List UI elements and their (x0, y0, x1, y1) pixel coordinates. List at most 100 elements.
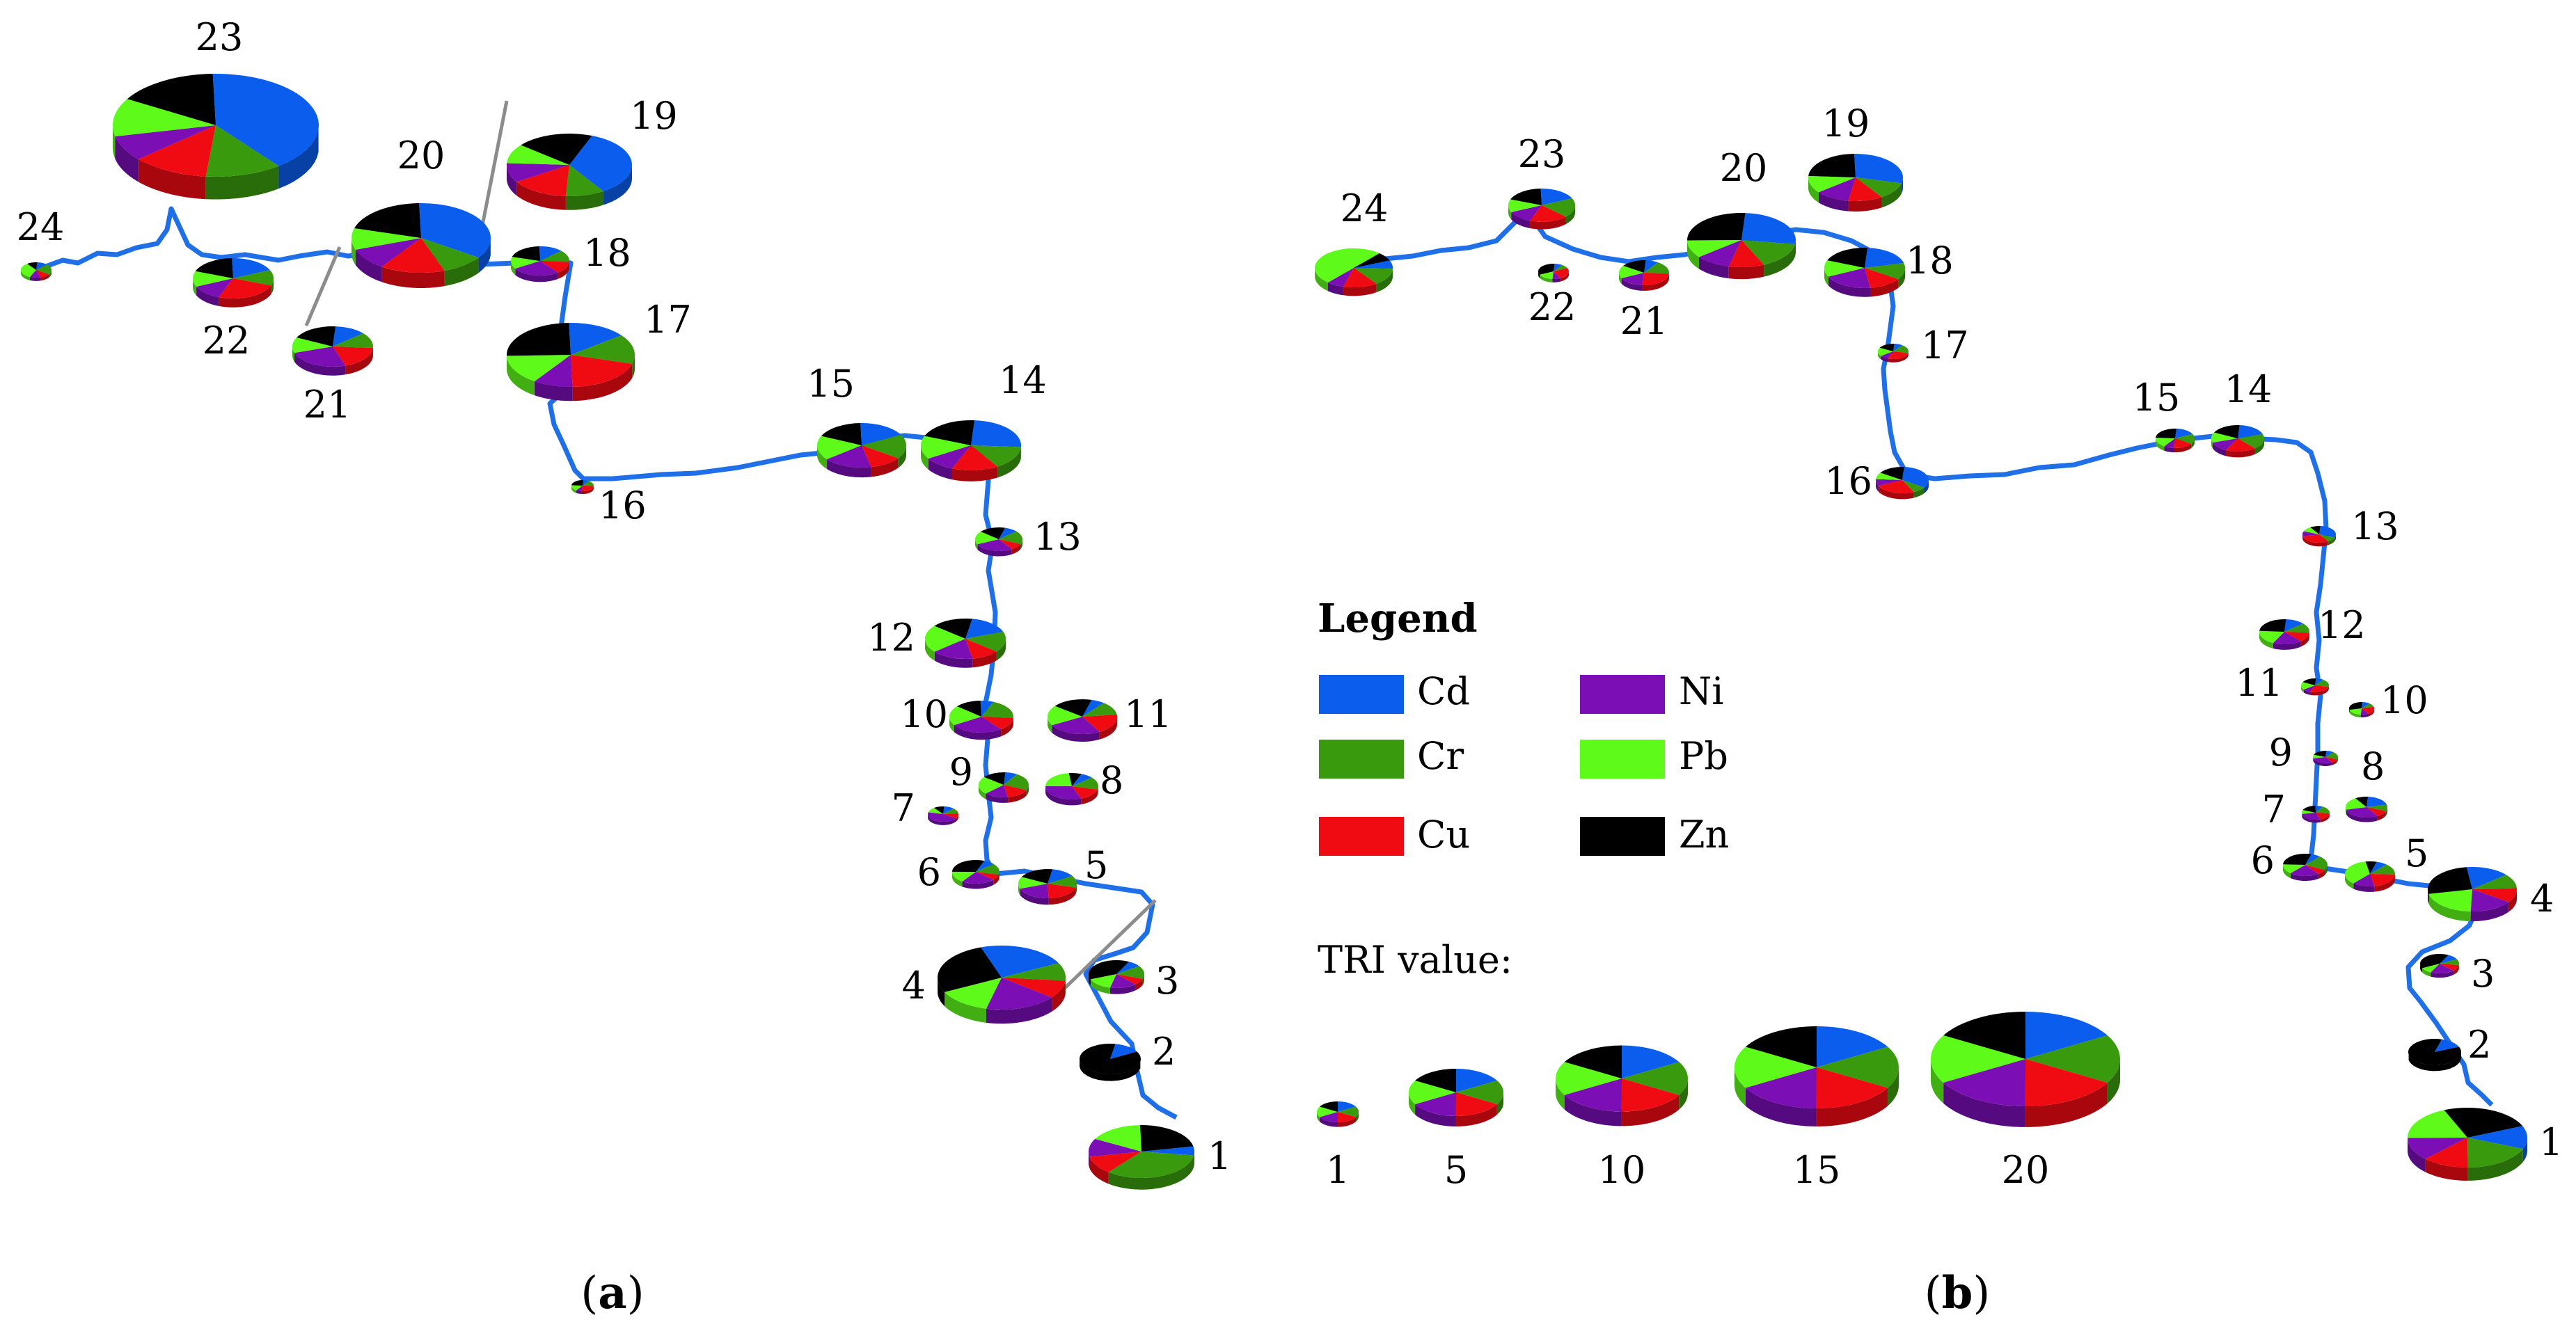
pie-wedge-side (565, 191, 603, 210)
pie-wedge-cr (1004, 774, 1029, 790)
pie-wedge-side (2377, 811, 2386, 821)
pie-wedge-cr (571, 335, 635, 364)
site-number: 1 (1208, 1134, 1231, 1178)
pie-wedge-side (975, 539, 978, 550)
pie-wedge-cu (951, 445, 998, 470)
pie-wedge-cu (2472, 888, 2517, 902)
pie-wedge-side (2212, 443, 2227, 456)
pie-wedge-ni (986, 785, 1009, 797)
pie-wedge-cu (862, 445, 899, 468)
pie-wedge-ni (2470, 889, 2509, 911)
pie-wedge-cd (1004, 772, 1017, 785)
pie-wedge-side (2254, 438, 2264, 454)
pie-wedge-pb (2313, 754, 2325, 759)
pie-wedge-side (355, 249, 382, 282)
pie-wedge-cu (1642, 273, 1669, 285)
pie-wedge-side (1687, 240, 1700, 269)
pie-wedge-cd (980, 701, 994, 717)
site-number: 23 (196, 15, 244, 59)
site-number: 17 (1921, 324, 1969, 367)
pie-wedge-side (1556, 1078, 1565, 1110)
site-number: 24 (17, 205, 65, 249)
site-number: 6 (917, 850, 941, 894)
pie-wedge-pb (1508, 199, 1542, 212)
pie-wedge-side (2107, 1059, 2120, 1104)
pie-wedge-zn (127, 74, 216, 125)
pie-wedge-cr (1817, 1046, 1899, 1088)
pie-wedge-ni (1564, 1078, 1622, 1112)
pie-wedge-pb (952, 871, 976, 882)
pie-wedge-zn (1564, 1045, 1622, 1078)
pie-wedge-zn (1745, 1026, 1817, 1067)
pie-wedge-side (196, 286, 219, 306)
pie-wedge-side (2431, 970, 2453, 978)
pie-wedge-side (381, 266, 445, 288)
tri-scale-label: 10 (1598, 1148, 1646, 1192)
pie-wedge-pb (2301, 682, 2315, 690)
pie-wedge-side (1455, 1104, 1497, 1126)
pie-wedge-cr (2284, 623, 2310, 633)
pie-wedge-zn (1623, 260, 1646, 273)
legend-swatch-cr (1319, 740, 1404, 779)
site-pie (921, 420, 1021, 481)
site-pie (1808, 153, 1903, 212)
site-number: 2 (1152, 1030, 1176, 1074)
pie-wedge-cd (2025, 1012, 2108, 1059)
pie-wedge-cu (1816, 1067, 1888, 1109)
site-number: 11 (2235, 661, 2283, 705)
pie-wedge-ni (294, 347, 346, 367)
pie-wedge-side (2408, 1138, 2426, 1172)
pie-wedge-cr (205, 125, 279, 177)
pie-wedge-pb (1409, 1080, 1456, 1104)
pie-wedge-side (2522, 1137, 2527, 1163)
pie-wedge-cu (138, 125, 216, 177)
pie-wedge-cr (2305, 856, 2328, 870)
pie-wedge-side (1621, 1094, 1680, 1126)
pie-wedge-cd (2467, 1126, 2527, 1149)
pie-wedge-cd (569, 136, 632, 191)
site-number: 15 (2133, 376, 2181, 420)
pie-wedge-side (951, 466, 998, 481)
pie-wedge-side (2428, 893, 2471, 922)
pie-wedge-ni (515, 261, 558, 276)
pie-wedge-cd (2466, 867, 2506, 889)
connector-line (1064, 899, 1157, 989)
pie-wedge-zn (297, 326, 336, 347)
pie-wedge-pb (112, 99, 216, 136)
pie-wedge-pb (1315, 248, 1380, 283)
pie-wedge-ni (2346, 807, 2378, 818)
pie-wedge-side (1901, 177, 1903, 194)
pie-wedge-cu (1004, 785, 1027, 797)
pie-wedge-side (1795, 240, 1796, 257)
pie-wedge-zn (934, 806, 945, 814)
site-pie (1687, 213, 1796, 280)
pie-wedge-zn (2214, 425, 2240, 438)
pie-wedge-cd (583, 480, 589, 486)
pie-wedge-side (2301, 685, 2304, 693)
pie-wedge-cd (2175, 429, 2193, 438)
site-pie (2420, 954, 2459, 978)
pie-wedge-side (2156, 438, 2165, 451)
pie-wedge-cd (1741, 213, 1796, 244)
pie-wedge-pb (1540, 271, 1554, 279)
pie-wedge-side (193, 278, 197, 296)
pie-wedge-zn (934, 618, 972, 639)
pie-wedge-cr (2366, 804, 2387, 811)
pie-wedge-side (2302, 534, 2303, 541)
pie-wedge-side (1008, 790, 1027, 803)
pie-wedge-ni (1320, 1112, 1338, 1122)
pie-wedge-ni (535, 355, 573, 388)
pie-wedge-cr (233, 270, 274, 286)
pie-wedge-side (1315, 269, 1328, 292)
pie-wedge-pb (2349, 708, 2362, 715)
pie-wedge-side (1337, 1117, 1356, 1127)
site-number: 9 (2269, 731, 2293, 774)
site-number: 21 (303, 383, 351, 427)
pie-wedge-cu (2226, 438, 2255, 452)
site-pie (2428, 867, 2517, 922)
site-pie (1508, 189, 1575, 230)
pie-wedge-cr (1072, 777, 1098, 790)
pie-wedge-cu (1089, 1152, 1141, 1172)
pie-wedge-cu (2302, 534, 2328, 543)
